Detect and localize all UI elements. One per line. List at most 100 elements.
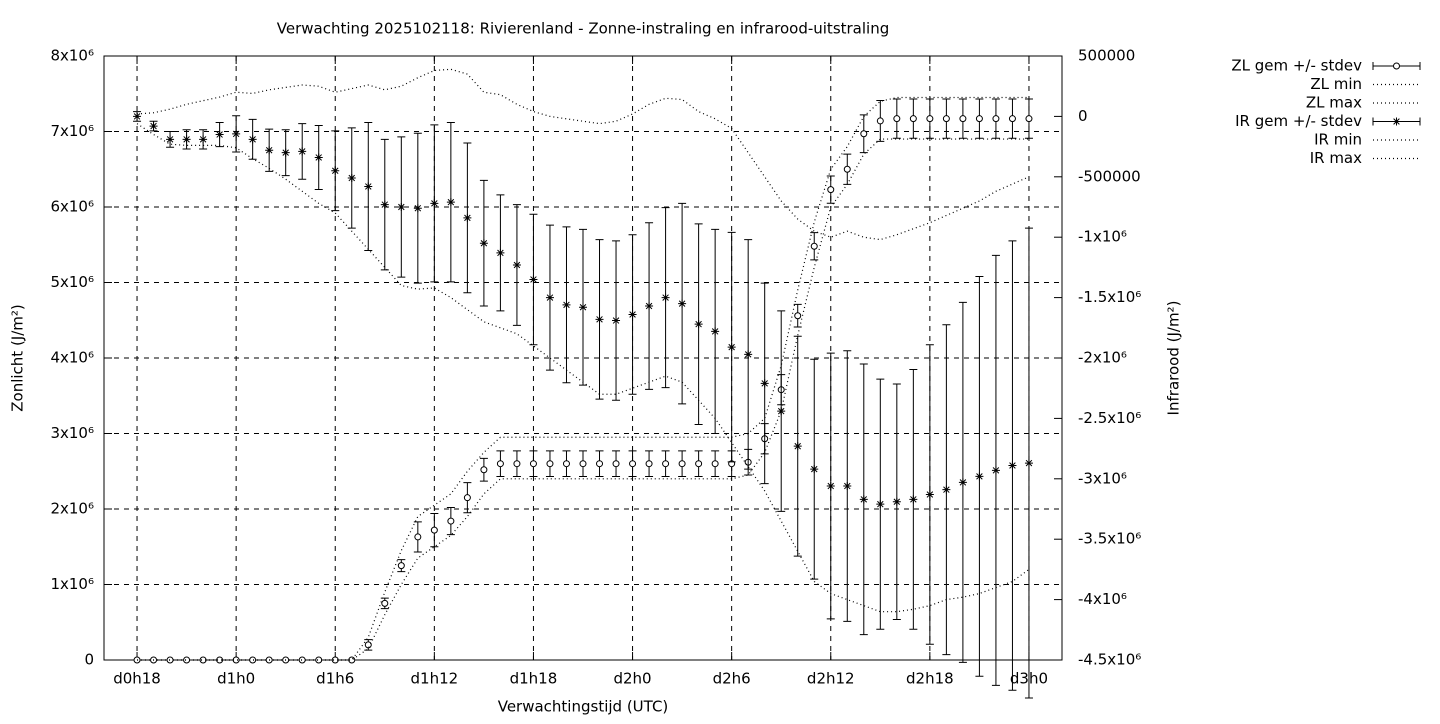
point bbox=[562, 300, 571, 309]
point bbox=[859, 495, 868, 504]
point bbox=[629, 460, 637, 468]
x-axis-label: Verwachtingstijd (UTC) bbox=[498, 698, 669, 716]
series-3 bbox=[133, 111, 1033, 699]
point bbox=[249, 656, 257, 664]
point bbox=[281, 148, 290, 157]
point bbox=[380, 200, 389, 209]
line bbox=[136, 123, 1030, 613]
point bbox=[414, 533, 422, 541]
point bbox=[958, 478, 967, 487]
y2-tick-label: -1.5x10⁶ bbox=[1078, 288, 1141, 306]
point bbox=[232, 656, 240, 664]
point bbox=[893, 115, 901, 123]
point bbox=[612, 316, 621, 325]
point bbox=[1008, 115, 1016, 123]
x-tick-label: d2h6 bbox=[713, 670, 751, 688]
point bbox=[645, 460, 653, 468]
point bbox=[513, 460, 521, 468]
series-4 bbox=[136, 123, 1030, 613]
y-tick-label: 0 bbox=[84, 651, 94, 669]
plot-border bbox=[103, 55, 1063, 661]
point bbox=[546, 460, 554, 468]
point bbox=[265, 146, 274, 155]
point bbox=[166, 135, 175, 144]
point bbox=[562, 460, 570, 468]
x-tick-label: d1h6 bbox=[316, 670, 354, 688]
y-tick-label: 3x10⁶ bbox=[50, 424, 94, 442]
point bbox=[579, 460, 587, 468]
point bbox=[496, 460, 504, 468]
point bbox=[496, 248, 505, 257]
point bbox=[314, 153, 323, 162]
x-tick-label: d2h0 bbox=[613, 670, 651, 688]
point bbox=[975, 472, 984, 481]
point bbox=[942, 485, 951, 494]
y-axis-label: Zonlicht (J/m²) bbox=[9, 304, 27, 412]
point bbox=[480, 466, 488, 474]
y-tick-label: 6x10⁶ bbox=[50, 198, 94, 216]
point bbox=[1025, 115, 1033, 123]
point bbox=[463, 213, 472, 222]
point bbox=[794, 312, 802, 320]
point bbox=[612, 460, 620, 468]
point bbox=[1024, 459, 1033, 468]
y2-tick-label: -4.5x10⁶ bbox=[1078, 651, 1141, 669]
point bbox=[711, 460, 719, 468]
chart-title: Verwachting 2025102118: Rivierenland - Z… bbox=[277, 20, 889, 38]
point bbox=[183, 656, 191, 664]
point bbox=[991, 466, 1000, 475]
y-tick-label: 4x10⁶ bbox=[50, 349, 94, 367]
point bbox=[909, 495, 918, 504]
point bbox=[827, 186, 835, 194]
point bbox=[810, 242, 818, 250]
point bbox=[975, 115, 983, 123]
legend-label: ZL min bbox=[1310, 75, 1362, 93]
point bbox=[364, 182, 373, 191]
point bbox=[529, 275, 538, 284]
point bbox=[446, 198, 455, 207]
y2-tick-label: -3x10⁶ bbox=[1078, 469, 1127, 487]
point bbox=[545, 293, 554, 302]
x-tick-label: d2h12 bbox=[807, 670, 855, 688]
point bbox=[926, 115, 934, 123]
point bbox=[529, 460, 537, 468]
point bbox=[579, 303, 587, 312]
point bbox=[364, 641, 372, 649]
point bbox=[959, 115, 967, 123]
y-tick-label: 1x10⁶ bbox=[50, 575, 94, 593]
point bbox=[942, 115, 950, 123]
line bbox=[137, 96, 1029, 661]
point bbox=[661, 293, 670, 302]
point bbox=[413, 204, 422, 213]
point bbox=[892, 497, 901, 506]
point bbox=[447, 517, 455, 525]
point bbox=[744, 350, 753, 359]
point bbox=[215, 130, 224, 139]
y2-tick-label: -500000 bbox=[1078, 167, 1141, 185]
point bbox=[810, 465, 819, 474]
point bbox=[397, 562, 405, 570]
point bbox=[331, 166, 340, 175]
point bbox=[298, 656, 306, 664]
point bbox=[860, 130, 868, 138]
point bbox=[826, 482, 835, 491]
legend-label: ZL gem +/- stdev bbox=[1231, 57, 1362, 75]
series-2 bbox=[137, 96, 1029, 661]
point bbox=[843, 482, 852, 491]
point bbox=[760, 379, 769, 388]
x-tick-label: d2h18 bbox=[906, 670, 954, 688]
point bbox=[925, 490, 934, 499]
point bbox=[678, 460, 686, 468]
point bbox=[182, 135, 191, 144]
y-tick-label: 2x10⁶ bbox=[50, 500, 94, 518]
point bbox=[315, 656, 323, 664]
y2-tick-label: -4x10⁶ bbox=[1078, 590, 1127, 608]
point bbox=[149, 122, 158, 131]
point bbox=[992, 115, 1000, 123]
legend-label: IR max bbox=[1310, 149, 1362, 167]
point bbox=[331, 656, 339, 664]
y2-tick-label: 500000 bbox=[1078, 47, 1135, 65]
point bbox=[199, 656, 207, 664]
point bbox=[793, 442, 802, 451]
